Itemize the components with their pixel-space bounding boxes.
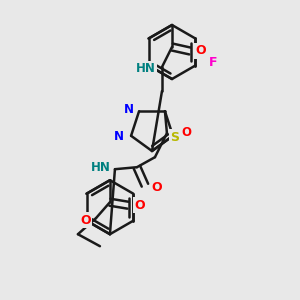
Text: N: N bbox=[124, 103, 134, 116]
Text: O: O bbox=[196, 44, 206, 58]
Text: F: F bbox=[209, 56, 218, 69]
Text: O: O bbox=[181, 126, 191, 139]
Text: N: N bbox=[114, 130, 124, 143]
Text: O: O bbox=[135, 199, 145, 212]
Text: O: O bbox=[81, 214, 91, 227]
Text: HN: HN bbox=[91, 161, 111, 174]
Text: S: S bbox=[170, 131, 179, 144]
Text: HN: HN bbox=[136, 62, 156, 76]
Text: O: O bbox=[152, 181, 162, 194]
